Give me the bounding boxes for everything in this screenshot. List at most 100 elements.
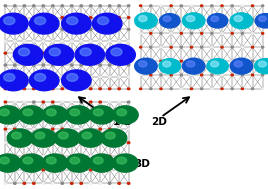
Circle shape [23,64,25,66]
Circle shape [259,16,266,22]
Circle shape [61,115,64,116]
Circle shape [23,29,25,30]
Circle shape [4,183,6,184]
Bar [0,0,134,94]
Circle shape [90,76,92,78]
Circle shape [109,29,111,30]
Circle shape [70,155,73,157]
Circle shape [109,17,111,18]
Circle shape [150,5,152,6]
Circle shape [101,129,127,147]
Circle shape [99,142,101,144]
Circle shape [23,5,25,7]
Circle shape [54,129,80,147]
Circle shape [221,19,223,20]
Circle shape [90,101,92,103]
Circle shape [180,60,183,62]
Circle shape [150,46,152,48]
Circle shape [99,52,101,54]
Circle shape [89,106,115,124]
Circle shape [31,129,56,147]
Circle shape [139,15,147,22]
Circle shape [118,76,120,78]
Circle shape [241,5,243,6]
Circle shape [62,70,91,91]
Circle shape [191,19,193,20]
Circle shape [51,52,54,54]
Circle shape [118,155,120,157]
Circle shape [90,64,92,66]
Circle shape [23,76,25,78]
Circle shape [127,169,130,171]
Circle shape [262,60,264,62]
Circle shape [4,115,6,116]
Circle shape [0,157,9,164]
Circle shape [230,58,253,74]
Circle shape [221,60,223,62]
Circle shape [33,29,35,30]
Circle shape [61,17,64,18]
Circle shape [61,40,64,42]
Circle shape [33,76,35,78]
Circle shape [29,13,59,34]
Circle shape [127,155,130,157]
Circle shape [241,74,243,76]
Circle shape [92,13,122,34]
Circle shape [33,169,35,171]
Circle shape [70,109,80,116]
Circle shape [90,128,92,130]
Circle shape [51,183,54,184]
Circle shape [109,142,111,144]
Circle shape [163,61,171,67]
Circle shape [67,74,78,81]
Circle shape [127,5,130,7]
Circle shape [163,16,171,22]
Circle shape [0,154,21,172]
Circle shape [211,60,213,62]
Circle shape [90,5,92,7]
Circle shape [180,33,183,34]
Circle shape [98,17,109,25]
Circle shape [186,15,195,22]
Circle shape [135,13,157,29]
Circle shape [135,58,157,74]
Circle shape [4,128,6,130]
Circle shape [118,128,120,130]
Circle shape [67,17,78,25]
Circle shape [33,5,35,7]
Circle shape [80,17,83,18]
Circle shape [258,61,266,67]
Circle shape [200,19,203,20]
Circle shape [127,76,130,78]
Circle shape [191,74,193,76]
Circle shape [42,128,44,130]
Circle shape [140,19,142,20]
Circle shape [14,115,16,116]
Circle shape [109,169,111,171]
Circle shape [14,17,16,18]
Circle shape [99,183,101,184]
Circle shape [112,106,138,124]
Circle shape [80,183,83,184]
Circle shape [241,19,243,20]
Circle shape [0,106,21,124]
Circle shape [207,59,228,74]
Circle shape [231,5,233,6]
Circle shape [14,5,16,7]
Circle shape [61,128,64,130]
Circle shape [150,88,152,90]
Circle shape [90,40,92,42]
Circle shape [170,19,172,20]
Circle shape [51,88,54,90]
Circle shape [51,142,54,144]
Circle shape [42,76,44,78]
Circle shape [80,88,83,90]
Circle shape [70,52,73,54]
Circle shape [90,169,92,171]
Circle shape [23,128,25,130]
Circle shape [23,183,25,184]
Circle shape [211,33,213,34]
Circle shape [70,88,73,90]
Circle shape [61,29,64,30]
Circle shape [51,128,54,130]
